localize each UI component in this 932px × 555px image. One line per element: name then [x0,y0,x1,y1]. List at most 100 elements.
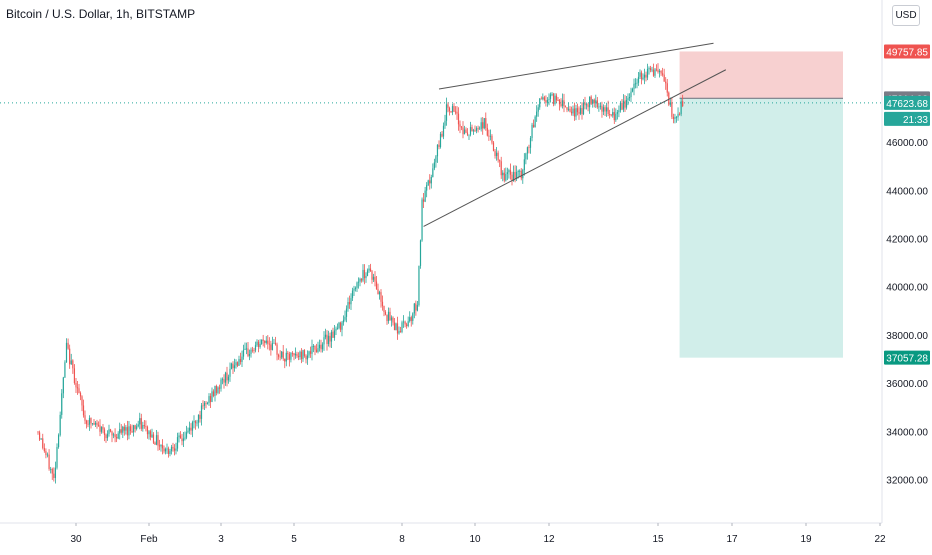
candle-body [351,290,354,299]
candle-body [273,342,275,344]
candle-body [172,446,174,449]
candle-body [302,350,304,360]
candle-body [93,423,95,425]
candle-body [236,362,239,366]
candle-body [217,387,219,393]
candle-body [317,348,319,353]
candle-body [227,376,230,381]
candle-body [109,429,112,432]
candle-body [297,356,300,358]
candle-body [471,127,473,132]
candle-body [534,116,536,128]
candle-body [97,424,100,426]
candle-body [50,468,52,470]
countdown-price-label-bg [884,111,930,126]
candle-body [299,351,301,358]
candle-body [630,91,632,98]
y-tick-label: 42000.00 [886,235,928,246]
candle-body [194,421,197,424]
candle-body [595,100,597,104]
candle-body [181,438,183,442]
candle-body [242,349,245,357]
candle-body [633,83,635,89]
candle-body [587,104,589,108]
candle-body [674,117,676,119]
candle-body [344,316,346,320]
candle-body [601,105,603,112]
candle-body [469,127,472,135]
candle-body [318,344,321,349]
candle-body [122,426,124,433]
candle-body [209,396,212,402]
x-tick-label: 3 [218,534,224,545]
candle-body [640,72,643,80]
candle-body [642,77,644,80]
candle-body [639,72,641,77]
candle-body [517,171,519,172]
candle-body [229,368,231,377]
candle-body [615,113,617,121]
candle-body [323,337,325,345]
candle-body [116,437,118,439]
candle-body [73,368,76,384]
x-tick-label: Feb [140,534,158,545]
candle-body [291,353,294,355]
candle-body [99,425,101,432]
candle-body [523,159,525,170]
candle-body [372,276,375,280]
candle-body [415,303,417,311]
target-price-label: 37057.28 [886,354,928,365]
candle-body [539,98,541,108]
candle-body [212,391,215,396]
candle-body [593,99,595,104]
candle-body [392,317,394,323]
candle-body [148,431,150,435]
candle-body [575,108,577,117]
candle-body [396,323,399,334]
y-tick-label: 44000.00 [886,186,928,197]
candle-body [537,107,539,112]
candle-body [132,425,135,433]
candle-body [67,342,69,349]
candle-body [69,348,71,365]
candle-body [223,379,225,383]
candle-body [46,454,49,456]
candle-body [146,426,149,435]
candle-body [421,199,423,241]
candle-body [362,269,364,281]
candle-body [619,103,622,111]
candle-body [267,340,269,344]
candle-body [233,365,236,369]
candle-body [399,331,402,332]
candle-body [185,432,188,438]
candle-body [261,339,263,344]
candle-body [445,104,448,121]
candle-body [514,171,516,179]
candle-body [545,100,547,103]
candle-body [79,392,82,397]
candle-body [669,102,671,105]
candle-body [250,349,252,354]
candle-body [585,104,588,106]
candle-body [279,356,281,358]
candle-body [557,100,559,101]
x-tick-label: 30 [70,534,82,545]
candle-body [491,135,493,143]
candle-body [682,101,684,107]
candle-body [402,321,405,323]
candle-body [274,342,277,345]
candle-body [142,425,144,429]
candle-body [264,340,266,343]
candle-body [554,95,556,104]
currency-button[interactable]: USD [892,5,920,26]
candle-body [363,269,366,279]
candle-body [45,451,47,456]
candle-body [374,276,376,282]
candle-body [426,185,428,191]
candle-body [671,102,673,117]
candle-body [589,96,591,108]
candle-body [654,69,656,76]
candle-body [59,414,61,436]
